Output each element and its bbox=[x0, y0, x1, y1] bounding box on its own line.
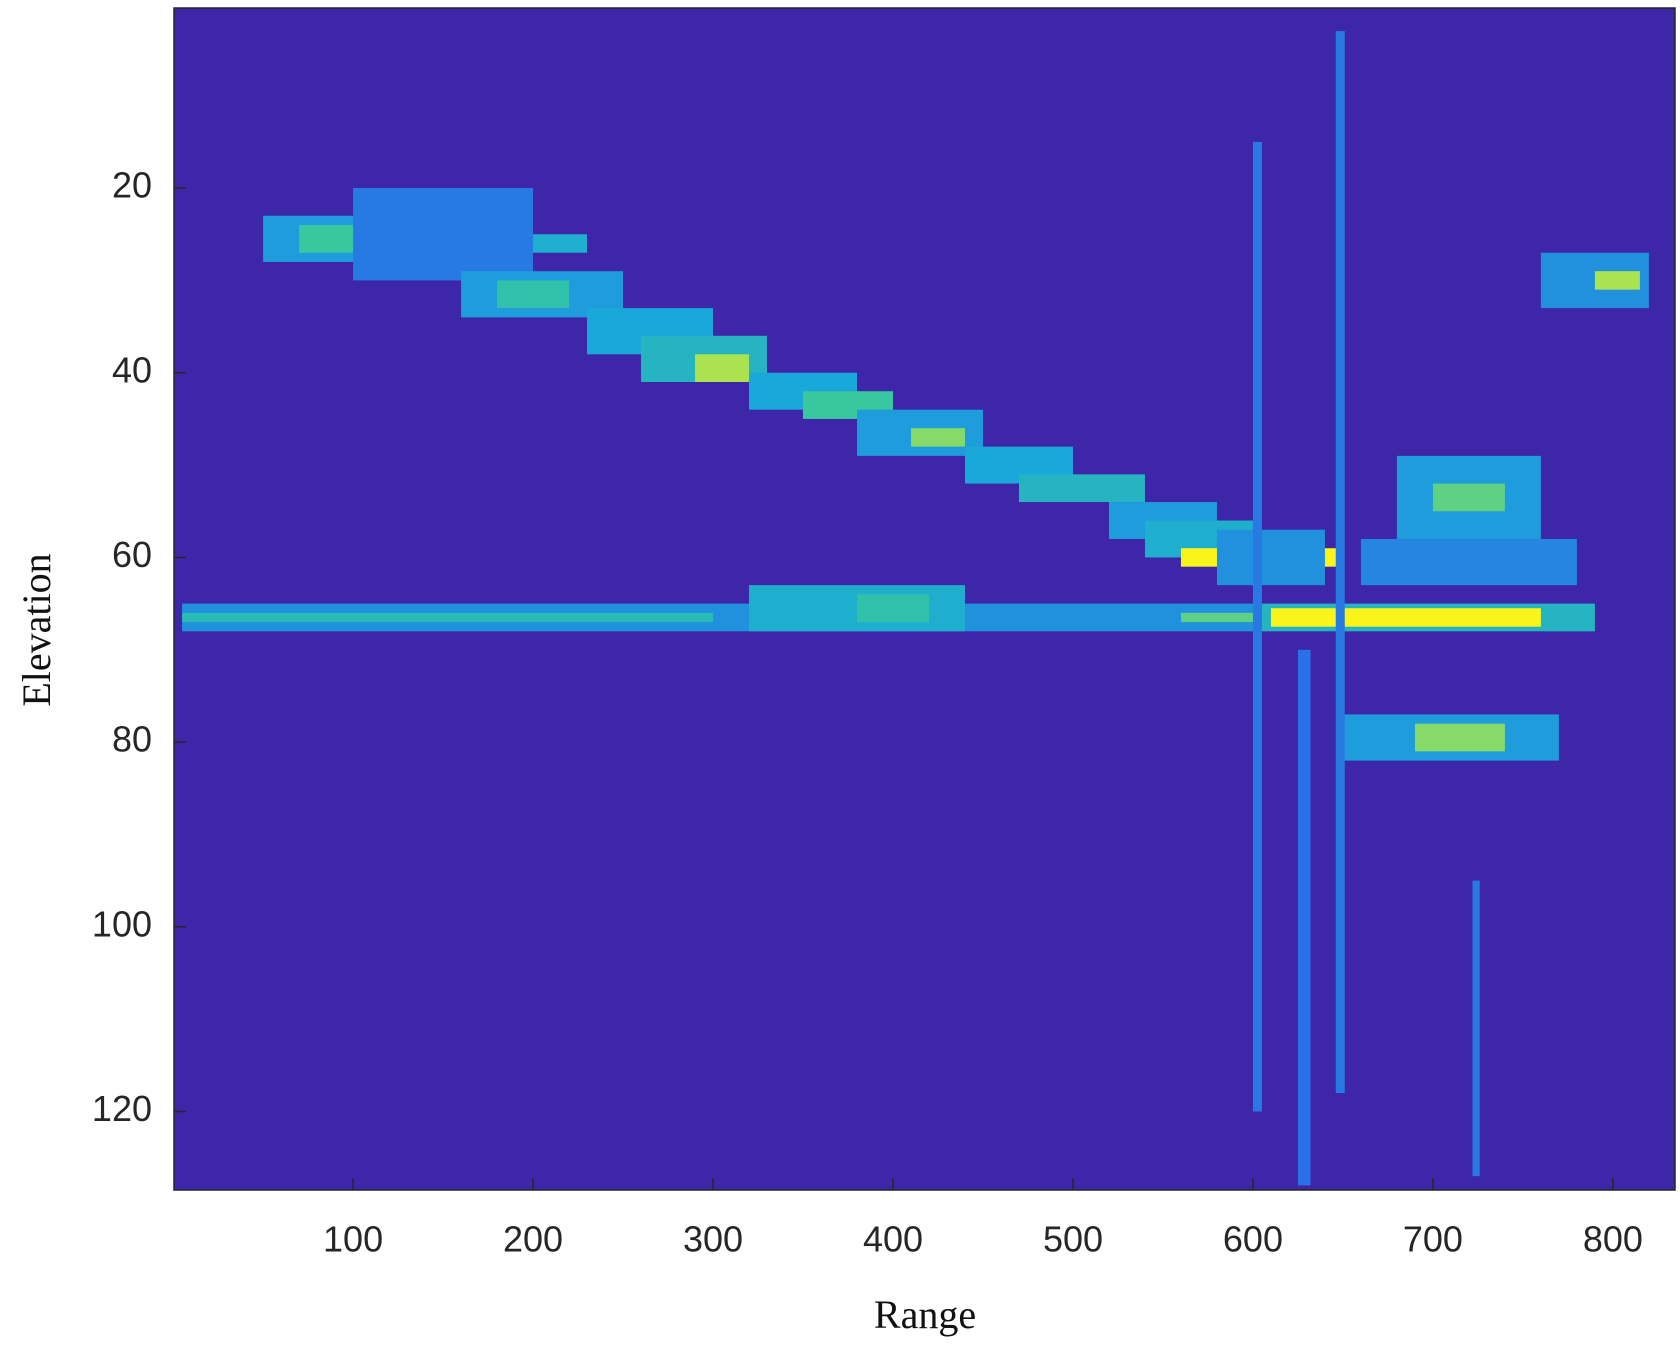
x-tick-label: 700 bbox=[1403, 1219, 1463, 1260]
x-tick-label: 100 bbox=[323, 1219, 383, 1260]
heatmap-cell bbox=[695, 354, 750, 382]
heatmap-cell bbox=[1414, 723, 1505, 752]
heatmap-cell bbox=[1297, 649, 1311, 1186]
heatmap-cell bbox=[1472, 880, 1480, 1177]
y-axis-label: Elevation bbox=[14, 553, 59, 706]
heatmap-cell bbox=[1216, 529, 1325, 586]
x-tick-label: 600 bbox=[1223, 1219, 1283, 1260]
heatmap-cell bbox=[1180, 612, 1253, 623]
heatmap-cell bbox=[1252, 141, 1262, 1112]
heatmap-cell bbox=[857, 594, 929, 623]
y-tick-label: 60 bbox=[112, 534, 152, 575]
heatmap-cell bbox=[182, 612, 714, 623]
heatmap-cell bbox=[1335, 31, 1345, 1094]
x-tick-label: 800 bbox=[1583, 1219, 1643, 1260]
heatmap-cell bbox=[1018, 474, 1145, 503]
heatmap-cell bbox=[497, 280, 570, 309]
heatmap-cell bbox=[1432, 483, 1505, 512]
y-tick-label: 100 bbox=[92, 903, 152, 944]
y-tick-label: 80 bbox=[112, 719, 152, 760]
y-tick-label: 40 bbox=[112, 349, 152, 390]
x-tick-label: 200 bbox=[503, 1219, 563, 1260]
y-tick-label: 20 bbox=[112, 165, 152, 206]
heatmap-cell bbox=[353, 188, 534, 281]
plot-frame bbox=[173, 7, 1676, 1191]
heatmap-cell bbox=[1270, 608, 1541, 627]
x-axis-label: Range bbox=[874, 1292, 976, 1337]
heatmap-cell bbox=[911, 428, 965, 447]
x-tick-label: 400 bbox=[863, 1219, 923, 1260]
heatmap-cell bbox=[1594, 271, 1640, 290]
y-tick-label: 120 bbox=[92, 1088, 152, 1129]
x-tick-label: 300 bbox=[683, 1219, 743, 1260]
heatmap-cell bbox=[1360, 538, 1577, 586]
x-tick-label: 500 bbox=[1043, 1219, 1103, 1260]
